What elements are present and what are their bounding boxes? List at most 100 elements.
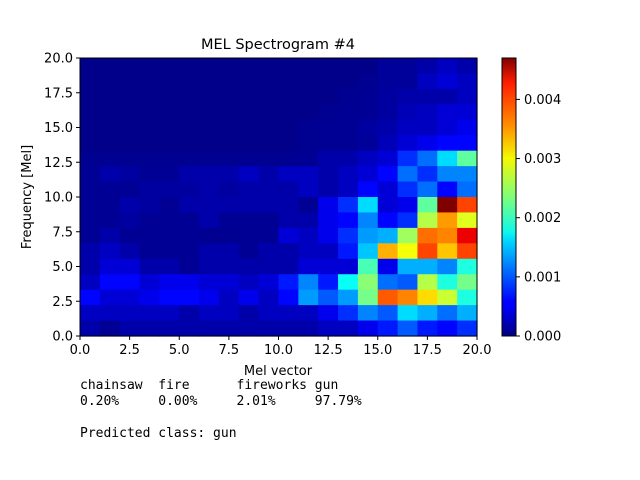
heatmap-cell <box>298 289 319 306</box>
heatmap-cell <box>417 320 438 337</box>
heatmap-cell <box>357 73 379 90</box>
heatmap-cell <box>298 258 319 275</box>
heatmap-cell <box>159 135 180 152</box>
heatmap-cell <box>238 320 260 337</box>
heatmap-cell <box>357 197 379 214</box>
heatmap-cell <box>139 320 160 337</box>
heatmap-cell <box>139 181 160 198</box>
heatmap-cell <box>338 243 359 260</box>
heatmap-cell <box>457 305 478 322</box>
heatmap-cell <box>218 320 240 337</box>
heatmap-cell <box>159 243 180 260</box>
heatmap-cell <box>258 243 280 260</box>
heatmap-cell <box>80 197 101 214</box>
heatmap-cell <box>80 274 101 291</box>
heatmap-cell <box>377 258 399 275</box>
heatmap-cell <box>278 119 299 136</box>
heatmap-cell <box>397 197 419 214</box>
heatmap-cell <box>357 150 379 167</box>
heatmap-cell <box>437 166 458 183</box>
heatmap-cell <box>357 212 379 229</box>
heatmap-cell <box>318 88 339 105</box>
y-tick-label: 12.5 <box>44 156 73 171</box>
heatmap-cell <box>99 305 121 322</box>
heatmap-cell <box>258 58 280 75</box>
colorbar-axis: 0.000 0.001 0.002 0.003 0.004 <box>516 93 561 345</box>
heatmap-cell <box>119 212 141 229</box>
heatmap-cell <box>139 150 160 167</box>
heatmap-cell <box>159 320 180 337</box>
heatmap-cell <box>80 212 101 229</box>
heatmap-cell <box>457 197 478 214</box>
heatmap-cell <box>437 104 458 121</box>
heatmap-cell <box>278 166 299 183</box>
heatmap-cell <box>218 150 240 167</box>
heatmap-cell <box>218 135 240 152</box>
colorbar <box>501 57 517 337</box>
heatmap-cell <box>397 305 419 322</box>
predicted-class: Predicted class: gun <box>80 426 237 441</box>
heatmap-cell <box>179 88 200 105</box>
heatmap-cell <box>179 243 200 260</box>
y-axis-label: Frequency [Mel] <box>20 145 35 249</box>
heatmap-cell <box>80 104 101 121</box>
x-tick-label: 0.0 <box>70 343 91 358</box>
heatmap-cell <box>278 320 299 337</box>
heatmap-cell <box>80 150 101 167</box>
heatmap-cell <box>159 212 180 229</box>
heatmap-cell <box>139 166 160 183</box>
heatmap-cell <box>377 305 399 322</box>
heatmap-cell <box>80 135 101 152</box>
y-tick-label: 20.0 <box>44 52 73 67</box>
heatmap-cell <box>397 243 419 260</box>
heatmap-cell <box>99 212 121 229</box>
colorbar-tick-label: 0.001 <box>524 270 561 285</box>
heatmap-cell <box>139 135 160 152</box>
y-tick-label: 7.5 <box>52 225 73 240</box>
heatmap-cell <box>357 305 379 322</box>
heatmap-cell <box>357 289 379 306</box>
heatmap-cell <box>258 289 280 306</box>
heatmap-cell <box>338 320 359 337</box>
heatmap-cell <box>218 305 240 322</box>
heatmap-cell <box>417 243 438 260</box>
heatmap-cell <box>298 212 319 229</box>
heatmap-cell <box>318 104 339 121</box>
heatmap-cell <box>338 197 359 214</box>
heatmap-cell <box>238 135 260 152</box>
heatmap-cell <box>99 88 121 105</box>
heatmap-cell <box>119 166 141 183</box>
heatmap-cell <box>397 274 419 291</box>
heatmap-cell <box>179 289 200 306</box>
heatmap-cell <box>417 289 438 306</box>
heatmap-cell <box>457 320 478 337</box>
heatmap-cell <box>179 58 200 75</box>
heatmap-cell <box>298 243 319 260</box>
heatmap-cell <box>139 88 160 105</box>
heatmap-cell <box>159 150 180 167</box>
x-tick-label: 5.0 <box>169 343 190 358</box>
heatmap-cell <box>457 274 478 291</box>
heatmap-cell <box>298 320 319 337</box>
heatmap-cell <box>80 88 101 105</box>
heatmap-cell <box>338 119 359 136</box>
heatmap-cell <box>99 119 121 136</box>
heatmap-cell <box>119 243 141 260</box>
heatmap-cell <box>139 274 160 291</box>
heatmap-cell <box>159 305 180 322</box>
heatmap-cell <box>258 88 280 105</box>
heatmap-cell <box>238 227 260 244</box>
colorbar-tick-label: 0.000 <box>524 330 561 345</box>
heatmap-cell <box>199 227 220 244</box>
heatmap-cell <box>238 58 260 75</box>
heatmap-cell <box>238 289 260 306</box>
heatmap-cell <box>80 73 101 90</box>
heatmap-cell <box>397 166 419 183</box>
heatmap-cell <box>179 181 200 198</box>
heatmap-cell <box>298 73 319 90</box>
heatmap-cell <box>80 166 101 183</box>
heatmap-cell <box>457 58 478 75</box>
heatmap-cell <box>377 119 399 136</box>
heatmap-cell <box>437 197 458 214</box>
heatmap-cell <box>139 243 160 260</box>
